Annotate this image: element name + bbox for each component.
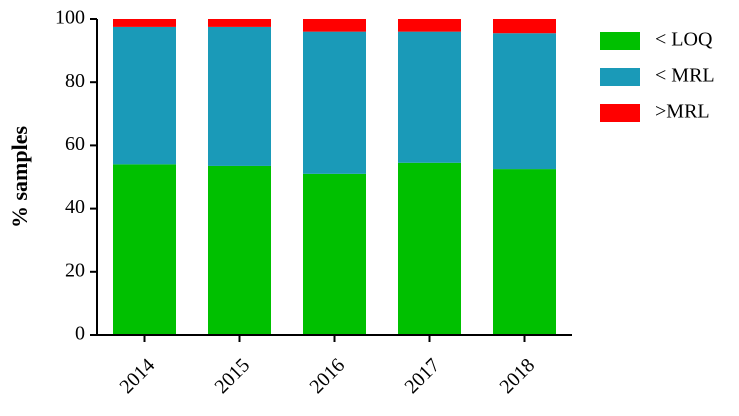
y-tick-label: 100: [55, 7, 85, 29]
x-tick-label: 2017: [400, 354, 444, 398]
legend-label: < LOQ: [655, 29, 713, 51]
x-tick-label: 2018: [495, 354, 539, 398]
x-tick-label: 2015: [210, 354, 254, 398]
y-axis-label: % samples: [7, 126, 32, 229]
bar-segment: [303, 173, 366, 335]
x-tick-label: 2016: [305, 354, 349, 398]
bar-segment: [113, 164, 176, 335]
legend-swatch: [600, 68, 640, 86]
x-tick-label: 2014: [115, 354, 159, 398]
y-tick-label: 0: [75, 323, 85, 345]
y-tick-label: 20: [65, 259, 85, 281]
bar-segment: [208, 19, 271, 27]
bar-segment: [398, 19, 461, 32]
y-tick-label: 40: [65, 196, 85, 218]
legend-label: < MRL: [655, 65, 715, 87]
bar-segment: [493, 169, 556, 335]
legend-label: >MRL: [655, 101, 710, 123]
bar-segment: [208, 26, 271, 166]
y-tick-label: 60: [65, 133, 85, 155]
y-tick-label: 80: [65, 70, 85, 92]
bar-segment: [398, 31, 461, 163]
bar-segment: [208, 165, 271, 335]
legend-swatch: [600, 32, 640, 50]
bar-segment: [113, 19, 176, 27]
bar-segment: [113, 26, 176, 165]
bar-segment: [493, 19, 556, 34]
bar-segment: [303, 19, 366, 32]
legend-swatch: [600, 104, 640, 122]
bar-segment: [493, 33, 556, 170]
bar-segment: [303, 31, 366, 174]
bar-segment: [398, 162, 461, 335]
